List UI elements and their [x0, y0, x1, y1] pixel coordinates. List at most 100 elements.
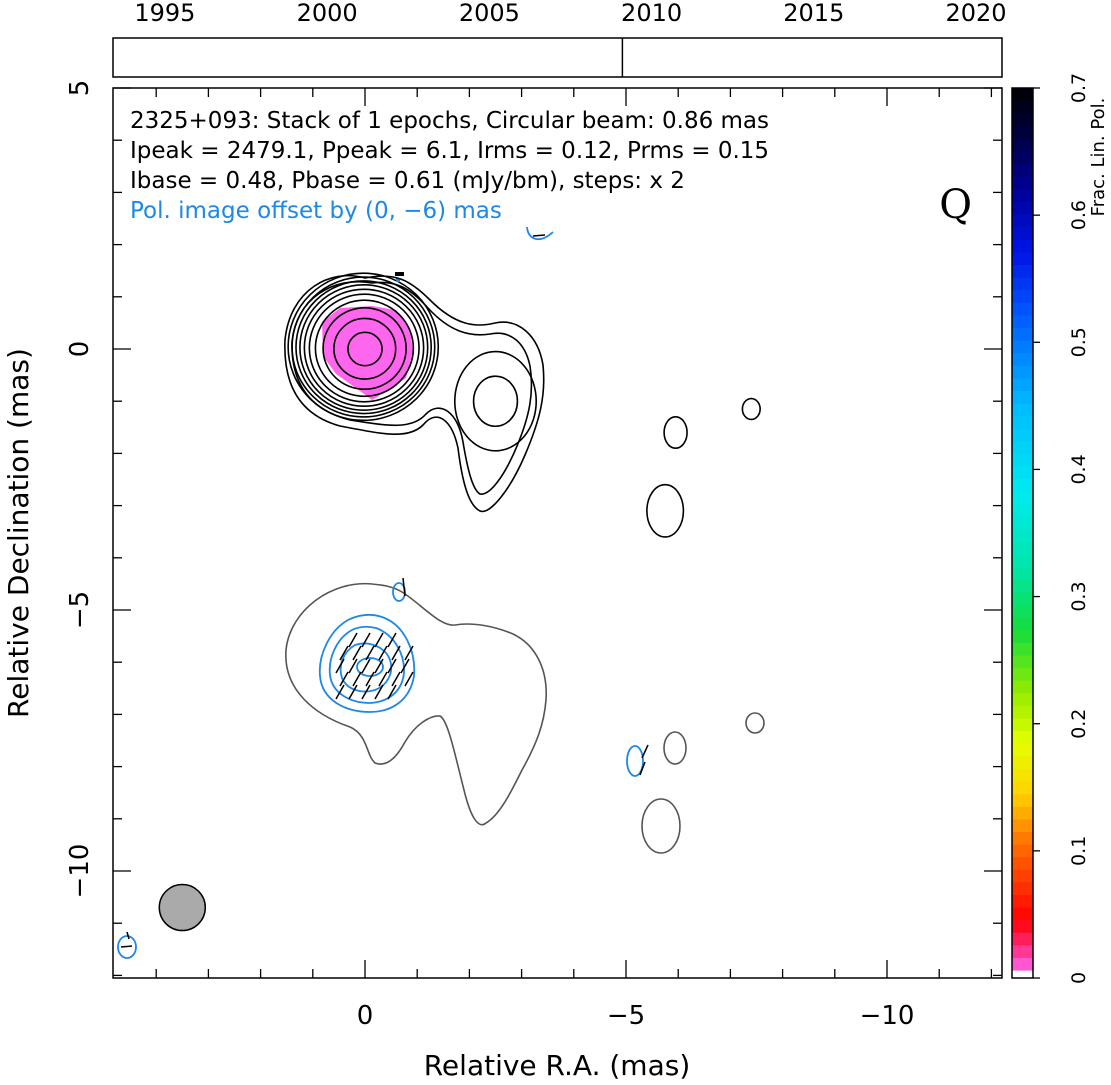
evpa-vector	[391, 645, 401, 661]
colorbar-band	[1012, 377, 1033, 391]
colorbar-band	[1012, 314, 1033, 328]
colorbar-tick-label: 0.2	[1068, 709, 1090, 739]
y-tick-label: 0	[65, 341, 95, 358]
core-top-pixel-blue	[396, 278, 400, 282]
info-line-1: 2325+093: Stack of 1 epochs, Circular be…	[130, 108, 769, 134]
colorbar-tick-label: 0.5	[1068, 327, 1090, 357]
colorbar-band	[1012, 957, 1033, 971]
evpa-vector	[361, 632, 371, 648]
colorbar-band	[1012, 440, 1033, 454]
intensity-contour-core	[333, 317, 397, 380]
colorbar-band	[1012, 100, 1033, 114]
intensity-contour-island	[741, 397, 761, 421]
colorbar-band	[1012, 579, 1033, 593]
colorbar-band	[1012, 239, 1033, 253]
colorbar	[1012, 88, 1033, 971]
evpa-vector	[374, 684, 384, 700]
beam-ellipse	[158, 883, 207, 932]
epoch-timeline-box	[112, 37, 1003, 78]
x-axis-label: Relative R.A. (mas)	[424, 1049, 691, 1082]
colorbar-band	[1012, 529, 1033, 543]
pol-offset-note: Pol. image offset by (0, −6) mas	[130, 198, 502, 224]
colorbar-band	[1012, 642, 1033, 656]
evpa-vector	[352, 671, 362, 687]
pol-contour-small-3	[526, 226, 554, 241]
colorbar-band	[1012, 818, 1033, 832]
evpa-vector	[532, 234, 546, 237]
colorbar-band	[1012, 718, 1033, 732]
colorbar-band	[1012, 932, 1033, 946]
colorbar-tick-label: 0.3	[1068, 581, 1090, 611]
x-tick-label: −10	[860, 1001, 915, 1031]
intensity-contour-jet	[453, 350, 538, 452]
intensity-contour-core	[314, 299, 415, 398]
colorbar-band	[1012, 466, 1033, 480]
colorbar-band	[1012, 755, 1033, 769]
colorbar-band	[1012, 125, 1033, 139]
colorbar-band	[1012, 655, 1033, 669]
colorbar-band	[1012, 680, 1033, 694]
colorbar-band	[1012, 188, 1033, 202]
intensity-contour-core	[287, 272, 440, 422]
evpa-vector	[361, 658, 371, 674]
intensity-contour-core	[308, 293, 420, 403]
evpa-vector	[348, 632, 358, 648]
x-tick-label: 0	[357, 1001, 374, 1031]
epoch-year-label: 1995	[134, 0, 195, 27]
colorbar-band	[1012, 226, 1033, 240]
intensity-contour-core	[295, 280, 433, 415]
evpa-vector	[387, 632, 397, 648]
evpa-vector	[348, 658, 358, 674]
colorbar-band	[1012, 604, 1033, 618]
offset-intensity-island-2	[745, 712, 765, 734]
colorbar-band	[1012, 919, 1033, 933]
evpa-vector	[348, 684, 358, 700]
pol-contour-small-2	[626, 745, 644, 777]
colorbar-tick-label: 0.6	[1068, 200, 1090, 230]
colorbar-band	[1012, 491, 1033, 505]
evpa-vector	[378, 671, 388, 687]
evpa-vector	[120, 945, 133, 948]
intensity-contour-core	[322, 306, 407, 391]
intensity-contour-island	[646, 483, 685, 538]
colorbar-band	[1012, 806, 1033, 820]
colorbar-band	[1012, 730, 1033, 744]
colorbar-band	[1012, 869, 1033, 883]
epoch-year-label: 2010	[621, 0, 682, 27]
colorbar-band	[1012, 214, 1033, 228]
colorbar-band	[1012, 554, 1033, 568]
evpa-vector	[374, 658, 384, 674]
intensity-contour-outer-2	[291, 281, 533, 495]
intensity-contour-core	[303, 288, 425, 408]
colorbar-band	[1012, 831, 1033, 845]
evpa-vector	[374, 632, 384, 648]
colorbar-band	[1012, 113, 1033, 127]
intensity-contour-outer	[284, 274, 545, 513]
colorbar-band	[1012, 264, 1033, 278]
info-line-3: Ibase = 0.48, Pbase = 0.61 (mJy/bm), ste…	[130, 168, 685, 194]
colorbar-band	[1012, 743, 1033, 757]
colorbar-band	[1012, 340, 1033, 354]
intensity-contour-jet	[472, 375, 519, 428]
colorbar-band	[1012, 302, 1033, 316]
evpa-vector	[126, 931, 130, 940]
colorbar-band	[1012, 541, 1033, 555]
colorbar-band	[1012, 894, 1033, 908]
plot-frame	[112, 87, 1003, 979]
pol-contour-peak	[356, 657, 384, 677]
colorbar-band	[1012, 88, 1033, 102]
colorbar-band	[1012, 478, 1033, 492]
colorbar-band	[1012, 793, 1033, 807]
evpa-vector	[339, 645, 349, 661]
colorbar-band	[1012, 516, 1033, 530]
offset-intensity-island-1	[663, 731, 687, 765]
colorbar-frame	[1011, 87, 1034, 979]
colorbar-band	[1012, 944, 1033, 958]
evpa-vector	[391, 671, 401, 687]
evpa-vector	[402, 577, 406, 597]
x-tick-label: −5	[607, 1001, 645, 1031]
colorbar-tick-label: 0.1	[1068, 836, 1090, 866]
evpa-vector	[352, 645, 362, 661]
epoch-year-label: 2000	[297, 0, 358, 27]
